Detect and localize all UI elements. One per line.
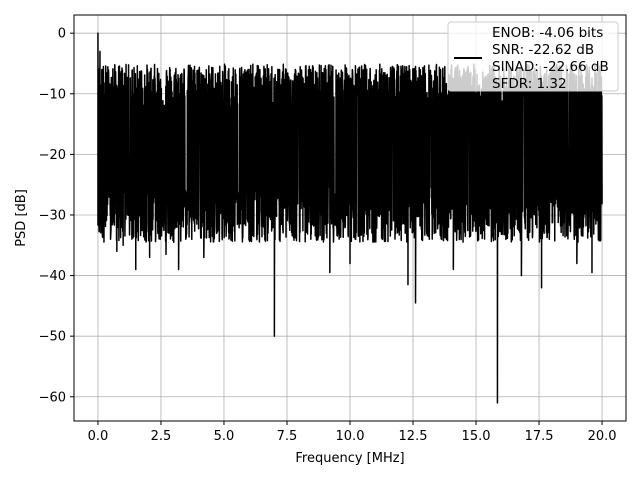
y-axis: 0 −10 −20 −30 −40 −50 −60 bbox=[39, 27, 74, 405]
y-tick-label: 0 bbox=[58, 27, 66, 42]
x-tick-label: 10.0 bbox=[336, 429, 365, 444]
y-tick-label: −10 bbox=[39, 87, 66, 102]
x-tick-label: 7.5 bbox=[277, 429, 298, 444]
x-tick-label: 17.5 bbox=[525, 429, 554, 444]
y-tick-label: −50 bbox=[39, 330, 66, 345]
y-axis-label: PSD [dB] bbox=[14, 189, 29, 247]
legend-entry-line: ENOB: -4.06 bits bbox=[492, 25, 603, 41]
x-tick-label: 20.0 bbox=[588, 429, 617, 444]
x-axis: 0.0 2.5 5.0 7.5 10.0 12.5 15.0 17.5 20.0 bbox=[88, 421, 617, 444]
x-tick-label: 12.5 bbox=[399, 429, 428, 444]
legend-box bbox=[447, 21, 619, 92]
legend-entry-line: SFDR: 1.32 bbox=[492, 76, 567, 92]
x-tick-label: 5.0 bbox=[214, 429, 235, 444]
psd-series-line bbox=[97, 32, 603, 404]
x-tick-label: 2.5 bbox=[151, 429, 172, 444]
x-tick-label: 0.0 bbox=[88, 429, 109, 444]
y-tick-label: −60 bbox=[39, 390, 66, 405]
legend-entry-line: SINAD: -22.66 dB bbox=[492, 59, 609, 75]
plot-area bbox=[97, 32, 603, 404]
legend-entry-line: SNR: -22.62 dB bbox=[492, 42, 594, 58]
x-tick-label: 15.0 bbox=[462, 429, 491, 444]
y-tick-label: −30 bbox=[39, 208, 66, 223]
x-axis-label: Frequency [MHz] bbox=[295, 451, 404, 466]
y-tick-label: −40 bbox=[39, 269, 66, 284]
y-tick-label: −20 bbox=[39, 148, 66, 163]
